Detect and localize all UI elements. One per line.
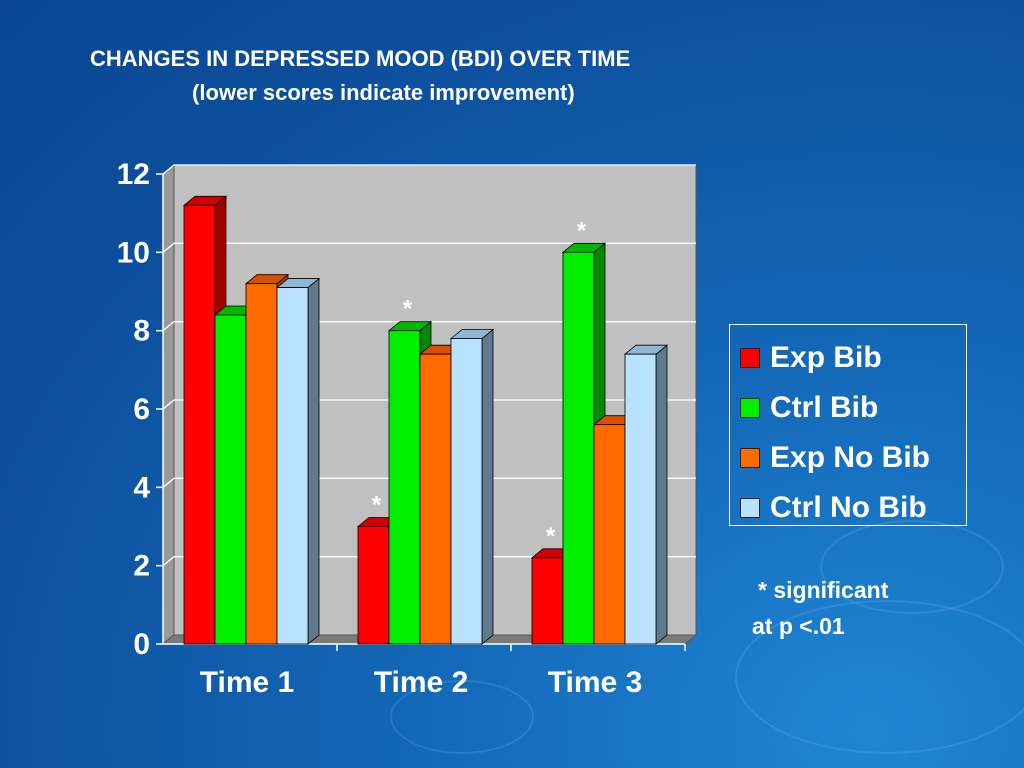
bar-ctrl-no-bib-time-1 — [276, 287, 309, 645]
bar-side — [481, 328, 494, 645]
chart-legend: Exp Bib Ctrl Bib Exp No Bib Ctrl No Bib — [729, 324, 967, 526]
gridline — [162, 164, 696, 175]
bar-ctrl-bib-time-2 — [388, 330, 421, 645]
bar-exp-no-bib-time-1 — [245, 283, 278, 645]
legend-item: Exp Bib — [730, 333, 966, 383]
bar-side — [655, 344, 668, 645]
legend-item: Exp No Bib — [730, 433, 966, 483]
significance-asterisk: * — [372, 492, 382, 519]
bar-exp-bib-time-1 — [183, 204, 216, 645]
y-tick-label: 0 — [133, 628, 150, 661]
bar-ctrl-no-bib-time-3 — [624, 353, 657, 645]
bar-ctrl-bib-time-3 — [562, 251, 595, 645]
significance-note: * significant at p <.01 — [752, 572, 888, 644]
legend-swatch — [740, 348, 760, 368]
title-line-2: (lower scores indicate improvement) — [192, 80, 575, 105]
decorative-ripple — [390, 680, 534, 754]
legend-label: Exp Bib — [770, 341, 882, 374]
title-line-1: CHANGES IN DEPRESSED MOOD (BDI) OVER TIM… — [90, 46, 631, 71]
legend-swatch — [740, 498, 760, 518]
decorative-ripple — [735, 600, 1024, 754]
gridline — [162, 321, 696, 332]
y-tick-label: 4 — [133, 471, 150, 504]
significance-asterisk: * — [403, 296, 413, 323]
x-category-label: Time 3 — [548, 666, 643, 699]
y-tick-label: 8 — [133, 315, 150, 348]
legend-label: Exp No Bib — [770, 441, 931, 474]
gridline — [162, 556, 696, 567]
legend-label: Ctrl No Bib — [770, 491, 927, 524]
gridline — [162, 477, 696, 488]
legend-item: Ctrl No Bib — [730, 483, 966, 533]
bar-exp-no-bib-time-2 — [419, 353, 452, 645]
chart-title: CHANGES IN DEPRESSED MOOD (BDI) OVER TIM… — [90, 42, 790, 110]
bar-ctrl-no-bib-time-2 — [450, 338, 483, 645]
note-line-1: * significant — [758, 577, 889, 603]
y-tick-label: 10 — [117, 236, 150, 269]
bar-exp-no-bib-time-3 — [593, 424, 626, 645]
significance-asterisk: * — [546, 523, 556, 550]
bar-ctrl-bib-time-1 — [214, 314, 247, 645]
legend-swatch — [740, 398, 760, 418]
gridline — [162, 399, 696, 410]
note-line-2: at p <.01 — [752, 613, 845, 639]
gridline — [162, 242, 696, 253]
bar-side — [307, 277, 320, 645]
bar-exp-bib-time-3 — [531, 557, 564, 645]
x-category-label: Time 1 — [200, 666, 295, 699]
legend-swatch — [740, 448, 760, 468]
x-category-label: Time 2 — [374, 666, 469, 699]
y-tick-label: 2 — [133, 550, 150, 583]
legend-item: Ctrl Bib — [730, 383, 966, 433]
significance-asterisk: * — [577, 217, 587, 244]
y-tick-label: 6 — [133, 393, 150, 426]
y-tick-label: 12 — [117, 158, 150, 191]
legend-label: Ctrl Bib — [770, 391, 879, 424]
bar-exp-bib-time-2 — [357, 526, 390, 645]
